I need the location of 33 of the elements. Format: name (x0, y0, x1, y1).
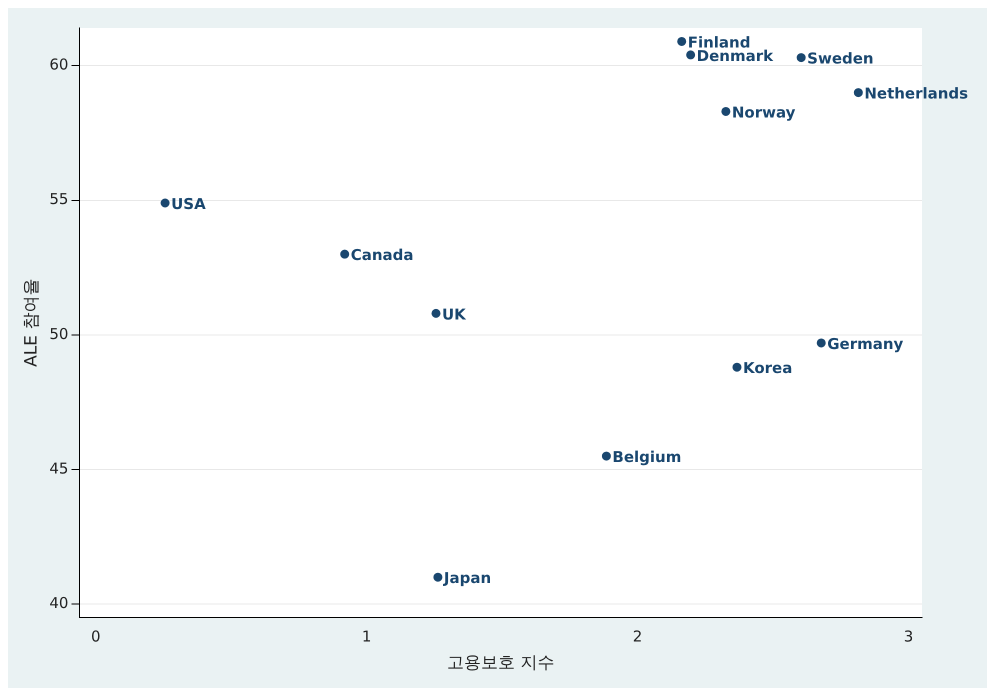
point (816, 338, 826, 348)
annotation: Germany (827, 334, 904, 353)
point (721, 106, 730, 116)
x-tick-label: 2 (632, 627, 642, 646)
point (432, 308, 440, 318)
y-tick-label: 45 (49, 459, 68, 478)
annotation: Canada (350, 246, 414, 264)
point (854, 88, 863, 98)
x-axis-title: 고용보호 지수 (447, 653, 554, 674)
annotation: Netherlands (864, 84, 968, 103)
annotation: Sweden (807, 50, 874, 68)
point (796, 53, 806, 62)
y-tick-label: 60 (49, 56, 68, 74)
point (160, 198, 170, 208)
point (433, 572, 442, 582)
x-tick-label: 0 (90, 627, 101, 646)
point (340, 250, 350, 259)
annotation: Belgium (612, 448, 682, 466)
annotation: Korea (742, 359, 792, 378)
x-tick-label: 1 (362, 627, 372, 646)
point (686, 50, 696, 60)
x-tick-label: 3 (904, 627, 914, 646)
y-tick-label: 55 (49, 190, 68, 208)
annotation: UK (442, 305, 468, 324)
point (602, 452, 611, 461)
point (677, 36, 686, 46)
y-axis-title: ALE 참여율 (22, 278, 42, 367)
annotation: Japan (442, 569, 492, 588)
point (732, 362, 742, 372)
annotation: Norway (732, 103, 796, 122)
y-tick-label: 40 (49, 594, 68, 612)
annotation: USA (171, 194, 206, 213)
y-tick-label: 50 (49, 324, 68, 343)
